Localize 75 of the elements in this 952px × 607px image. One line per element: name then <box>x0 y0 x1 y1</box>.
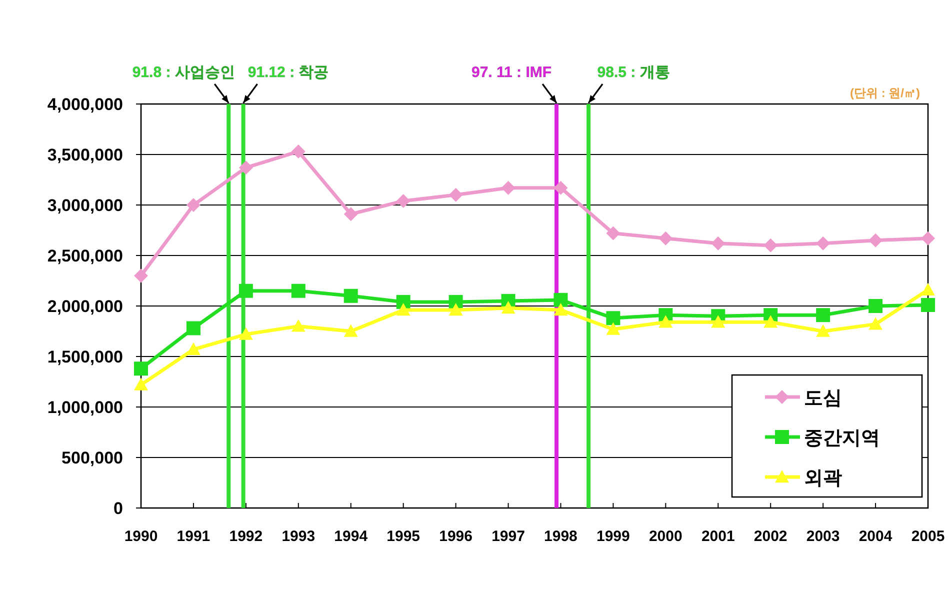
x-tick-label: 1993 <box>282 528 316 545</box>
legend-label: 도심 <box>804 388 842 409</box>
legend-label: 외곽 <box>804 468 842 489</box>
point <box>921 298 935 312</box>
point <box>711 315 726 328</box>
point <box>186 321 200 336</box>
x-tick-label: 1997 <box>492 528 525 545</box>
point <box>764 238 778 252</box>
point <box>816 308 830 322</box>
x-tick-label: 2004 <box>858 528 893 545</box>
point <box>868 299 883 313</box>
point <box>291 319 306 332</box>
point <box>868 317 883 330</box>
point <box>344 288 358 303</box>
y-tick-label: 1,000,000 <box>47 398 123 417</box>
point <box>816 236 830 250</box>
point <box>554 303 568 316</box>
ref-line-label: 91.12 : 착공 <box>248 64 329 81</box>
point <box>291 144 306 158</box>
point <box>134 268 148 283</box>
point <box>921 282 935 296</box>
point <box>606 322 620 335</box>
x-tick-label: 1992 <box>229 528 263 545</box>
point <box>134 378 148 390</box>
point <box>396 194 410 208</box>
point <box>448 188 463 202</box>
y-tick-label: 1,500,000 <box>47 348 123 366</box>
point <box>134 362 148 376</box>
y-tick-label: 2,500,000 <box>47 246 123 266</box>
point <box>554 180 568 195</box>
point <box>711 236 726 250</box>
ref-line-label: 98.5 : 개통 <box>597 64 670 81</box>
x-tick-label: 1999 <box>596 528 630 545</box>
x-tick-label: 1995 <box>386 528 420 545</box>
point <box>501 301 516 314</box>
y-tick-label: 0 <box>114 499 123 518</box>
legend-label: 중간지역 <box>804 428 880 449</box>
point <box>764 315 778 328</box>
x-tick-label: 1990 <box>124 528 158 545</box>
point <box>921 231 935 246</box>
point <box>606 311 620 326</box>
y-tick-label: 3,000,000 <box>47 196 123 215</box>
point <box>344 207 358 222</box>
point <box>186 198 200 212</box>
y-tick-label: 500,000 <box>62 448 123 468</box>
point <box>658 231 673 246</box>
ref-line-label: 91.8 : 사업승인 <box>132 64 235 81</box>
x-tick-label: 1998 <box>544 528 578 545</box>
x-tick-label: 1996 <box>439 528 472 545</box>
point <box>658 315 673 328</box>
x-tick-label: 1994 <box>334 528 368 545</box>
x-tick-label: 2002 <box>754 528 788 545</box>
point <box>238 284 253 298</box>
y-tick-label: 2,000,000 <box>47 297 123 316</box>
x-tick-label: 1991 <box>176 528 210 545</box>
point <box>291 284 306 298</box>
point <box>448 303 463 316</box>
point <box>238 327 253 340</box>
point <box>344 324 358 337</box>
point <box>501 180 516 195</box>
x-tick-label: 2000 <box>648 528 682 545</box>
point <box>816 324 830 337</box>
point <box>554 292 568 307</box>
ref-line-label: 97. 11 : IMF <box>472 64 552 81</box>
point <box>396 303 410 316</box>
y-tick-label: 3,500,000 <box>47 146 123 164</box>
point <box>186 342 200 356</box>
point <box>606 226 620 240</box>
y-tick-label: 4,000,000 <box>47 95 123 114</box>
x-tick-label: 2003 <box>806 528 840 545</box>
point <box>868 233 883 248</box>
x-tick-label: 2001 <box>701 528 735 545</box>
text: (단위 : 원/㎡) <box>850 86 920 100</box>
point <box>238 160 253 175</box>
x-tick-label: 2005 <box>911 528 945 545</box>
